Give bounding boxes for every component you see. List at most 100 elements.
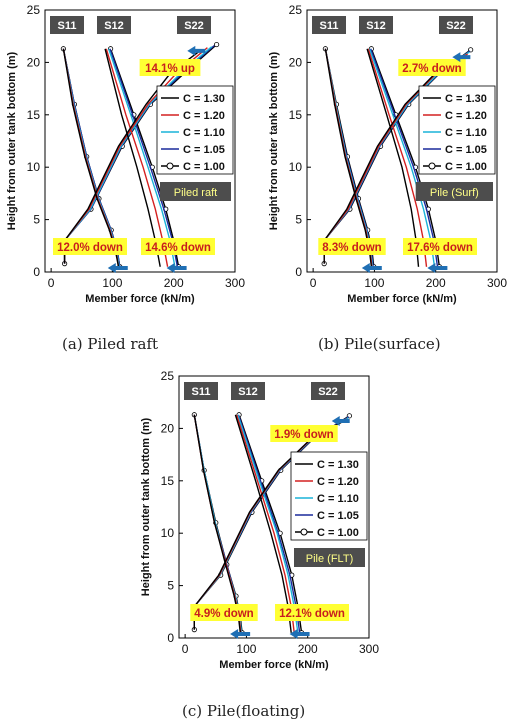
legend-label: C = 1.00 <box>183 161 225 173</box>
y-axis-label: Height from outer tank bottom (m) <box>6 51 18 230</box>
chart-svg: 0 100 200 300 0 5 10 15 20 25 Member force (kN/m) H… <box>140 369 379 671</box>
y-tick-label: 15 <box>161 474 175 488</box>
arrow-s22 <box>331 416 350 427</box>
legend-label: C = 1.20 <box>317 476 359 488</box>
y-tick-label: 0 <box>33 265 40 279</box>
x-tick-label: 300 <box>487 276 507 290</box>
component-label: S12 <box>104 20 124 32</box>
panel-caption: (c) Pile(floating) <box>182 702 306 720</box>
x-tick-label: 100 <box>102 276 122 290</box>
component-label: S22 <box>446 20 466 32</box>
legend-label: C = 1.30 <box>445 93 487 105</box>
case-label-box <box>294 548 365 567</box>
y-tick-label: 20 <box>289 55 303 69</box>
y-tick-label: 20 <box>161 421 175 435</box>
component-label-box <box>231 382 265 400</box>
x-axis-label: Member force (kN/m) <box>85 293 195 305</box>
panel-caption: (b) Pile(surface) <box>318 335 441 353</box>
legend-label: C = 1.05 <box>445 144 487 156</box>
component-label: S12 <box>238 386 258 398</box>
x-tick-label: 200 <box>426 276 446 290</box>
component-label: S12 <box>366 20 386 32</box>
y-tick-label: 0 <box>295 265 302 279</box>
y-axis-label: Height from outer tank bottom (m) <box>140 417 152 596</box>
annotation-bottom-left: 12.0% down <box>57 242 123 254</box>
annotation-bottom-right-bg <box>403 238 477 255</box>
case-label: Pile (Surf) <box>430 187 479 199</box>
case-label-box <box>415 182 493 201</box>
chart-svg: 0 100 200 300 0 5 10 15 20 25 Member force (kN/m) H… <box>6 3 245 305</box>
arrow-s11 <box>230 629 251 639</box>
y-tick-label: 10 <box>161 526 175 540</box>
x-axis-label: Member force (kN/m) <box>219 659 329 671</box>
component-label: S22 <box>184 20 204 32</box>
y-tick-label: 10 <box>289 160 303 174</box>
x-tick-label: 100 <box>364 276 384 290</box>
y-tick-label: 25 <box>161 369 175 383</box>
y-tick-label: 20 <box>27 55 41 69</box>
y-axis-label: Height from outer tank bottom (m) <box>268 51 280 230</box>
plot-frame <box>44 9 236 273</box>
arrow-s12 <box>289 629 310 639</box>
arrow-s11 <box>107 263 128 273</box>
annotation-top: 2.7% down <box>402 63 461 75</box>
legend-box <box>156 85 234 175</box>
y-tick-label: 5 <box>167 579 174 593</box>
legend-label: C = 1.20 <box>183 110 225 122</box>
component-label-box <box>50 16 84 34</box>
annotation-top-bg <box>398 59 466 76</box>
annotation-bottom-right: 12.1% down <box>279 608 345 620</box>
chart-panel-piled-raft: 0 100 200 300 0 5 10 15 20 25 Member force (kN/m) H… <box>0 0 256 330</box>
y-tick-label: 5 <box>33 213 40 227</box>
x-tick-label: 300 <box>225 276 245 290</box>
legend-label: C = 1.10 <box>317 493 359 505</box>
chart-panel-pile-floating: 0 100 200 300 0 5 10 15 20 25 Member force (kN/m) H… <box>134 366 390 696</box>
component-label: S11 <box>58 20 77 32</box>
legend-box <box>290 451 368 541</box>
y-tick-label: 25 <box>27 3 41 17</box>
annotation-bottom-right-bg <box>275 604 349 621</box>
component-label: S11 <box>320 20 339 32</box>
annotation-top: 1.9% down <box>274 429 333 441</box>
plot-frame <box>178 375 370 639</box>
legend-marker <box>166 162 174 170</box>
annotation-top: 14.1% up <box>145 63 195 75</box>
legend-label: C = 1.00 <box>445 161 487 173</box>
annotation-bottom-left-bg <box>318 238 386 255</box>
component-label-box <box>312 16 346 34</box>
annotation-bottom-left-bg <box>53 238 127 255</box>
y-tick-label: 5 <box>295 213 302 227</box>
legend-label: C = 1.00 <box>317 527 359 539</box>
y-tick-label: 15 <box>27 108 41 122</box>
component-label-box <box>177 16 211 34</box>
series-line <box>62 48 120 267</box>
annotation-bottom-left: 8.3% down <box>322 242 381 254</box>
x-tick-label: 0 <box>182 642 189 656</box>
annotation-top-bg <box>139 59 201 76</box>
legend-label: C = 1.20 <box>445 110 487 122</box>
legend-label: C = 1.05 <box>183 144 225 156</box>
legend-label: C = 1.10 <box>183 127 225 139</box>
component-label-box <box>184 382 218 400</box>
arrow-s12 <box>427 263 448 273</box>
legend-box <box>418 85 496 175</box>
x-tick-label: 200 <box>298 642 318 656</box>
y-tick-label: 15 <box>289 108 303 122</box>
x-tick-label: 200 <box>164 276 184 290</box>
y-tick-label: 25 <box>289 3 303 17</box>
component-label: S22 <box>318 386 338 398</box>
chart-panel-pile-surface: 0 100 200 300 0 5 10 15 20 25 Member force (kN/m) H… <box>262 0 511 330</box>
legend-label: C = 1.30 <box>317 459 359 471</box>
y-tick-label: 0 <box>167 631 174 645</box>
legend-label: C = 1.05 <box>317 510 359 522</box>
legend-label: C = 1.10 <box>445 127 487 139</box>
case-label: Pile (FLT) <box>306 553 353 565</box>
plot-frame <box>306 9 498 273</box>
x-tick-label: 300 <box>359 642 379 656</box>
annotation-bottom-right: 17.6% down <box>407 242 473 254</box>
annotation-bottom-left-bg <box>190 604 258 621</box>
legend-marker <box>428 162 436 170</box>
annotation-bottom-right: 14.6% down <box>145 242 211 254</box>
component-label-box <box>311 382 345 400</box>
panel-caption: (a) Piled raft <box>62 335 159 353</box>
